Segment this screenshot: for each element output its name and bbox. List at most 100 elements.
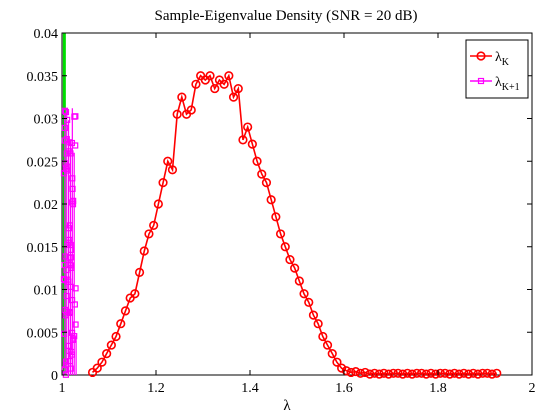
y-tick-label: 0.015: [27, 241, 59, 256]
k1-square-marker: [67, 150, 74, 157]
lambda-k-marker: [318, 331, 328, 342]
k1-square-marker: [64, 241, 71, 248]
k1-square-marker: [62, 361, 70, 369]
k1-square-marker: [61, 330, 68, 337]
legend-box: [465, 39, 529, 99]
lambda-k-marker: [299, 289, 309, 299]
lambda-k-marker: [308, 310, 319, 320]
lambda-k-marker: [332, 357, 342, 367]
y-tick-label: 0.025: [27, 155, 59, 170]
lambda-k-marker: [238, 135, 248, 145]
k1-square-marker: [71, 301, 78, 308]
lambda-k-marker: [205, 71, 215, 81]
legend: λK λK+1: [465, 39, 529, 99]
k1-square-marker: [69, 199, 76, 206]
lambda-k-marker: [412, 368, 422, 378]
lambda-k-marker: [322, 340, 333, 350]
lambda-k-marker: [435, 368, 445, 378]
y-tick-label: 0.01: [34, 284, 59, 299]
x-tick-label: 1: [59, 381, 66, 396]
lambda-k-marker: [445, 369, 455, 379]
lambda-k-marker: [482, 368, 492, 378]
series-lambda-k: [87, 71, 502, 379]
k1-square-marker: [70, 335, 77, 342]
k1-square-marker: [64, 116, 71, 123]
k1-square-marker: [65, 225, 73, 232]
y-tick-label: 0.04: [34, 27, 59, 42]
lambda-k-marker: [426, 368, 436, 378]
k1-square-marker: [69, 201, 77, 208]
lambda-k-marker: [384, 369, 394, 379]
lambda-k-marker: [341, 366, 351, 376]
lambda-k-marker: [111, 331, 121, 342]
y-tick-label: 0: [51, 369, 58, 384]
legend-label-lambda-k: λK: [495, 50, 510, 68]
k1-square-marker: [60, 170, 68, 177]
lambda-k-marker: [402, 368, 413, 378]
lambda-k-marker: [393, 368, 403, 378]
lambda-k-marker: [167, 165, 178, 175]
k1-square-marker: [60, 275, 68, 283]
lambda-k-marker: [102, 349, 112, 359]
lambda-k-marker: [186, 105, 196, 115]
lambda-k-marker: [468, 368, 478, 378]
lambda-k-marker: [463, 369, 474, 379]
series-lambda-k1: [60, 107, 79, 378]
lambda-k-marker: [261, 178, 272, 188]
lambda-k-marker: [365, 369, 375, 379]
legend-marker-lambda-k: [476, 51, 486, 61]
lambda-k-marker: [266, 195, 276, 205]
lambda-k-marker: [106, 340, 116, 350]
lambda-k-marker: [355, 368, 366, 378]
y-tick-label: 0.03: [34, 113, 59, 128]
k1-square-marker: [66, 261, 73, 268]
k1-square-marker: [64, 276, 71, 283]
k1-square-marker: [62, 358, 70, 365]
k1-square-marker: [61, 107, 69, 114]
legend-label-lambda-k1: λK+1: [495, 75, 520, 93]
k1-square-marker: [62, 312, 69, 319]
lambda-k-marker: [374, 369, 384, 379]
x-tick-label: 2: [529, 381, 536, 396]
lambda-k-marker: [257, 169, 267, 179]
k1-square-marker: [68, 348, 75, 356]
lambda-k-marker: [346, 367, 356, 378]
lambda-k-marker: [97, 357, 107, 367]
lambda-k-marker: [275, 229, 286, 239]
lambda-k-marker: [360, 367, 370, 378]
lambda-k-marker: [294, 276, 304, 286]
k1-square-marker: [67, 254, 75, 261]
lambda-k-marker: [172, 109, 182, 119]
lambda-k-marker: [134, 267, 145, 278]
lambda-k-marker: [327, 349, 337, 359]
k1-square-marker: [62, 253, 69, 260]
lambda-k-marker: [487, 369, 497, 379]
lambda-k-marker: [304, 297, 314, 307]
lambda-k-marker: [233, 83, 243, 94]
lambda-k-marker: [153, 199, 163, 209]
y-tick-label: 0.035: [27, 70, 59, 85]
y-tick-label: 0.02: [34, 198, 59, 213]
lambda-k-marker: [351, 366, 361, 377]
lambda-k-marker: [421, 369, 431, 379]
lambda-k-marker: [191, 79, 201, 89]
lambda-k-marker: [224, 71, 234, 81]
lambda-k-marker: [454, 369, 464, 379]
lambda-k-marker: [285, 254, 295, 265]
k1-square-marker: [68, 139, 76, 147]
lambda-k-marker: [492, 368, 502, 378]
k1-square-marker: [69, 185, 76, 192]
k1-square-marker: [67, 365, 74, 372]
lambda-k-marker: [252, 156, 262, 166]
lambda-k-marker: [130, 289, 140, 299]
k1-square-marker: [62, 108, 70, 116]
lambda-k-marker: [440, 368, 450, 378]
k1-square-marker: [66, 358, 74, 365]
lambda-k-marker: [290, 263, 300, 273]
k1-square-marker: [65, 342, 72, 350]
plot-frame: [61, 32, 533, 376]
lambda-k-marker: [139, 246, 149, 256]
axis-ticks: 1 1.2 1.4 1.6 1.8 2 0 0.005 0.01 0.015 0.02 0.025 0.…: [27, 27, 536, 396]
